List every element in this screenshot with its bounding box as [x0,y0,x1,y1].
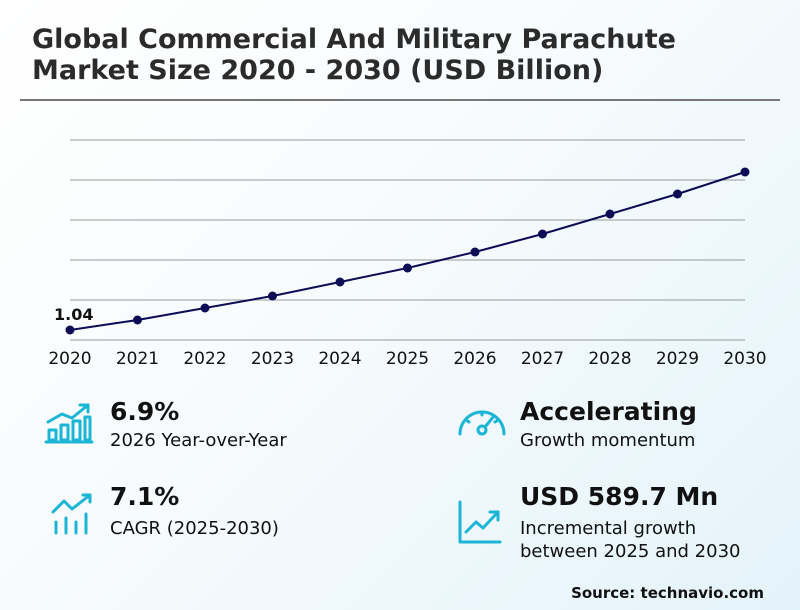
x-tick-label: 2026 [453,349,496,369]
data-point [268,291,277,301]
kpi-label-line-2: between 2025 and 2030 [520,541,741,562]
series-line-layer [69,171,746,331]
kpi-value: 7.1% [110,482,180,511]
gridlines [70,139,745,341]
x-tick-label: 2022 [183,349,226,369]
data-point [470,247,480,257]
kpi-value: Accelerating [520,397,697,426]
x-tick-labels: 2020 2021 2022 2023 2024 2025 2026 2027 2028 2029… [48,349,766,369]
kpi-label: Growth momentum [520,430,696,451]
data-points [65,167,750,335]
data-label: 1.04 [54,305,93,324]
line-chart-up-icon [458,500,502,544]
kpi-label-line-1: Incremental growth [520,518,697,539]
x-tick-label: 2020 [48,349,91,369]
x-tick-label: 2030 [723,349,766,369]
data-point [740,167,750,177]
series-line [69,171,746,331]
x-tick-label: 2028 [588,349,631,369]
source-credit: Source: technavio.com [571,584,764,602]
kpi-value: 6.9% [110,397,180,426]
x-tick-label: 2023 [251,349,294,369]
x-tick-label: 2025 [386,349,429,369]
data-point [538,229,547,239]
data-labels: 1.04 [54,305,93,324]
data-point [65,325,75,335]
x-tick-label: 2029 [656,349,699,369]
line-chart: 2020 2021 2022 2023 2024 2025 2026 2027 2028 2029… [48,139,767,369]
x-tick-label: 2024 [318,349,361,369]
kpi-value: USD 589.7 Mn [520,482,719,511]
bar-chart-growth-icon [44,403,94,444]
chart-title: Global Commercial And Military Parachute… [32,24,676,86]
kpi-label: CAGR (2025-2030) [110,518,279,539]
data-point [200,303,210,313]
kpi-label: 2026 Year-over-Year [110,430,287,451]
data-point [403,263,412,273]
trend-bars-icon [51,493,92,535]
data-point [605,209,615,219]
x-tick-label: 2027 [521,349,564,369]
speedometer-icon [458,410,506,436]
x-tick-label: 2021 [116,349,159,369]
data-point [335,277,345,287]
data-point [673,189,682,199]
title-divider [20,99,780,101]
data-point [133,315,142,325]
